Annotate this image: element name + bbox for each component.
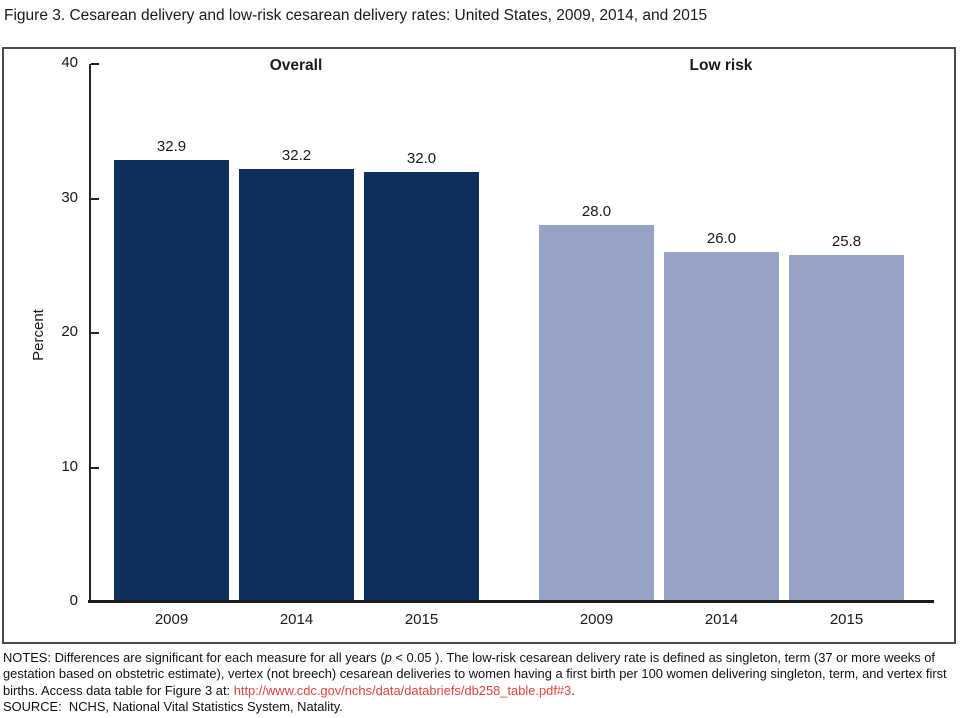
x-axis-labels: 2009 2014 2015 2009 2014 2015 [89,611,934,633]
notes-p-italic: p [384,650,392,665]
bar-value-overall-2009: 32.9 [156,137,187,155]
x-label-low-risk-2015: 2015 [829,611,864,628]
y-tick-30 [91,197,99,200]
y-tick-10 [91,466,99,469]
data-table-link[interactable]: http://www.cdc.gov/nchs/data/databriefs/… [233,682,572,698]
x-label-overall-2014: 2014 [279,611,314,628]
group-label-overall: Overall [269,57,323,74]
y-tick-label-40: 40 [61,54,78,71]
bar-low-risk-2014 [664,252,779,602]
source-line: SOURCE: NCHS, National Vital Statistics … [3,699,343,715]
notes-text-1: NOTES: Differences are significant for e… [3,650,385,665]
bar-low-risk-2009 [539,225,654,602]
plot-area: 32.9 32.2 32.0 28.0 26.0 25.8 [89,63,934,602]
y-tick-20 [91,332,99,334]
y-tick-40 [91,63,99,65]
chart-frame: Overall Low risk Percent 32.9 32.2 32.0 28.… [2,47,956,644]
bar-low-risk-2015 [789,255,904,602]
notes: NOTES: Differences are significant for e… [3,650,955,716]
figure-title: Figure 3. Cesarean delivery and low-risk… [4,7,708,24]
bar-value-overall-2014: 32.2 [281,146,312,164]
x-label-low-risk-2009: 2009 [579,611,614,628]
bar-overall-2009 [114,159,229,602]
y-tick-label-30: 30 [61,188,78,206]
x-label-overall-2015: 2015 [404,611,439,628]
group-label-low-risk: Low risk [689,57,753,74]
bar-value-low-risk-2009: 28.0 [581,203,612,221]
y-tick-label-20: 20 [61,323,78,340]
bar-overall-2014 [239,168,354,602]
y-tick-label-0: 0 [69,592,78,609]
bar-value-low-risk-2015: 25.8 [831,233,862,250]
notes-text-2: < 0.05 ). The low-risk cesarean delivery… [3,650,951,698]
x-label-low-risk-2014: 2014 [704,611,739,628]
y-axis-line [89,64,91,602]
bar-value-low-risk-2014: 26.0 [706,230,737,248]
x-axis-line [88,600,934,603]
bar-overall-2015 [364,171,479,602]
x-label-overall-2009: 2009 [154,611,189,628]
bar-value-overall-2015: 32.0 [406,149,437,167]
y-tick-label-10: 10 [61,457,78,475]
notes-text-3: . [571,682,575,698]
